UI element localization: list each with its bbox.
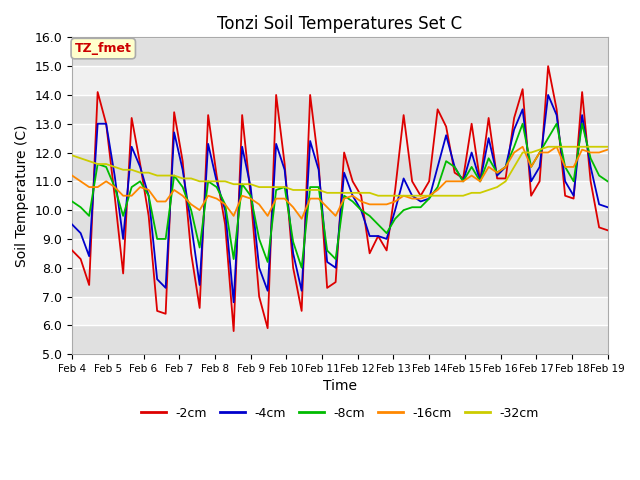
Bar	[72, 124, 607, 153]
Bar	[72, 210, 607, 239]
Y-axis label: Soil Temperature (C): Soil Temperature (C)	[15, 124, 29, 267]
X-axis label: Time: Time	[323, 379, 357, 394]
Bar	[72, 325, 607, 354]
Bar	[72, 66, 607, 95]
Bar	[72, 181, 607, 210]
Title: Tonzi Soil Temperatures Set C: Tonzi Soil Temperatures Set C	[218, 15, 463, 33]
Bar	[72, 297, 607, 325]
Text: TZ_fmet: TZ_fmet	[75, 42, 132, 55]
Bar	[72, 239, 607, 268]
Bar	[72, 153, 607, 181]
Bar	[72, 95, 607, 124]
Bar	[72, 37, 607, 66]
Bar	[72, 268, 607, 297]
Legend: -2cm, -4cm, -8cm, -16cm, -32cm: -2cm, -4cm, -8cm, -16cm, -32cm	[136, 402, 544, 424]
